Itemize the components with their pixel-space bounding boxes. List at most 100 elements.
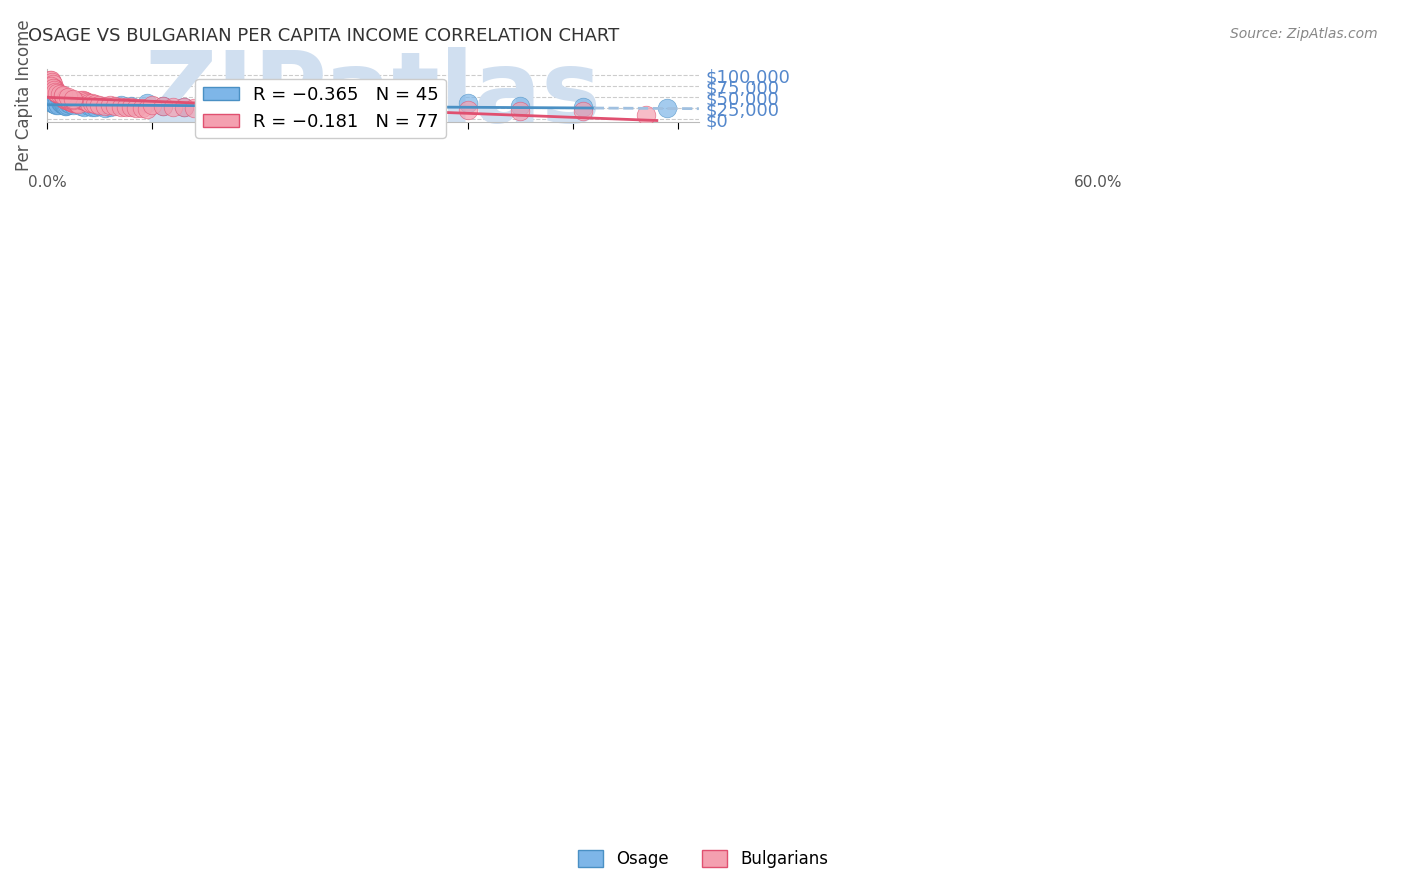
- Point: [173, 100, 195, 114]
- Point: [58, 94, 80, 108]
- Point: [56, 94, 79, 108]
- Point: [231, 103, 253, 117]
- Point: [56, 98, 79, 112]
- Point: [84, 100, 107, 114]
- Point: [152, 99, 174, 113]
- Point: [509, 99, 531, 113]
- Point: [135, 102, 157, 116]
- Point: [39, 79, 62, 94]
- Point: [93, 101, 115, 115]
- Point: [361, 102, 384, 116]
- Point: [42, 77, 65, 91]
- Point: [215, 98, 238, 112]
- Point: [373, 102, 395, 116]
- Point: [46, 96, 69, 111]
- Point: [120, 99, 142, 113]
- Point: [44, 97, 66, 112]
- Point: [110, 98, 132, 112]
- Point: [62, 94, 84, 108]
- Point: [89, 99, 111, 113]
- Point: [48, 87, 70, 102]
- Point: [52, 89, 75, 103]
- Point: [59, 97, 82, 112]
- Text: OSAGE VS BULGARIAN PER CAPITA INCOME CORRELATION CHART: OSAGE VS BULGARIAN PER CAPITA INCOME COR…: [28, 27, 620, 45]
- Point: [141, 98, 163, 112]
- Text: ZIPatlas: ZIPatlas: [145, 46, 602, 144]
- Point: [65, 96, 87, 111]
- Point: [77, 99, 100, 113]
- Point: [52, 98, 75, 112]
- Point: [39, 73, 62, 87]
- Point: [42, 95, 65, 110]
- Point: [49, 96, 72, 111]
- Point: [173, 100, 195, 114]
- Point: [98, 99, 121, 113]
- Point: [73, 94, 96, 108]
- Point: [45, 98, 67, 112]
- Point: [46, 86, 69, 100]
- Point: [198, 101, 221, 115]
- Point: [69, 93, 91, 107]
- Point: [53, 92, 76, 106]
- Point: [69, 99, 91, 113]
- Text: 60.0%: 60.0%: [1074, 175, 1123, 190]
- Point: [404, 102, 426, 116]
- Point: [131, 101, 153, 115]
- Point: [44, 85, 66, 99]
- Point: [288, 99, 311, 113]
- Point: [55, 99, 77, 113]
- Text: 0.0%: 0.0%: [28, 175, 66, 190]
- Point: [51, 97, 73, 112]
- Point: [72, 94, 94, 108]
- Point: [46, 86, 69, 100]
- Point: [110, 99, 132, 113]
- Point: [41, 96, 63, 111]
- Point: [63, 95, 86, 110]
- Point: [56, 95, 79, 110]
- Point: [59, 95, 82, 109]
- Point: [572, 100, 595, 114]
- Point: [52, 92, 75, 106]
- Point: [44, 80, 66, 95]
- Point: [657, 101, 679, 115]
- Point: [98, 98, 121, 112]
- Point: [55, 91, 77, 105]
- Point: [56, 90, 79, 104]
- Point: [52, 97, 75, 112]
- Point: [39, 72, 62, 87]
- Point: [162, 99, 184, 113]
- Point: [48, 95, 70, 109]
- Point: [340, 101, 363, 115]
- Point: [41, 75, 63, 89]
- Point: [267, 99, 290, 113]
- Point: [65, 96, 87, 111]
- Point: [53, 99, 76, 113]
- Point: [65, 94, 87, 108]
- Point: [509, 103, 531, 118]
- Point: [73, 100, 96, 114]
- Point: [125, 101, 148, 115]
- Point: [60, 95, 83, 109]
- Point: [152, 99, 174, 113]
- Point: [77, 95, 100, 110]
- Point: [194, 101, 217, 115]
- Point: [89, 98, 111, 112]
- Point: [42, 81, 65, 95]
- Point: [114, 100, 136, 114]
- Point: [52, 91, 75, 105]
- Point: [457, 95, 479, 110]
- Point: [48, 87, 70, 101]
- Point: [44, 83, 66, 97]
- Point: [457, 103, 479, 117]
- Point: [49, 89, 72, 103]
- Point: [309, 102, 332, 116]
- Point: [76, 95, 98, 109]
- Point: [66, 96, 89, 111]
- Point: [48, 88, 70, 103]
- Legend: Osage, Bulgarians: Osage, Bulgarians: [571, 843, 835, 875]
- Point: [215, 102, 238, 116]
- Y-axis label: Per Capita Income: Per Capita Income: [15, 20, 32, 171]
- Point: [51, 90, 73, 104]
- Point: [48, 98, 70, 112]
- Point: [62, 98, 84, 112]
